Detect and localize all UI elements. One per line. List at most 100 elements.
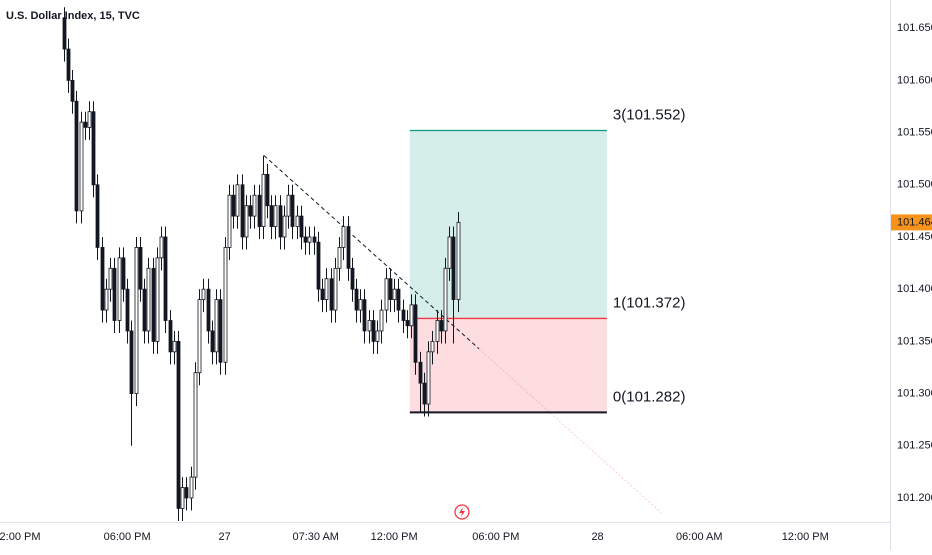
candle-body <box>409 304 414 327</box>
candle-body <box>146 267 151 332</box>
candle-body <box>100 247 105 311</box>
events-icon[interactable] <box>454 504 470 520</box>
candle-body <box>341 226 346 248</box>
x-tick-label: 12:00 PM <box>782 531 829 543</box>
y-tick-label: 101.550 <box>897 126 932 138</box>
candle-body <box>176 340 181 509</box>
candle-body <box>299 215 304 238</box>
candle-body <box>354 288 359 311</box>
candle-body <box>269 205 274 227</box>
candle-body <box>439 320 444 332</box>
candle-body <box>358 299 363 311</box>
x-tick-label: 12:00 PM <box>0 531 40 543</box>
candle-body <box>362 299 367 332</box>
candle-body <box>295 215 300 227</box>
candle-body <box>337 247 342 269</box>
candle-body <box>401 309 406 321</box>
candle-body <box>214 299 219 353</box>
candle-body <box>180 487 185 509</box>
candle-body <box>197 299 202 374</box>
last-price-label: 101.464 <box>897 216 932 228</box>
candle-body <box>346 226 351 269</box>
candle-body <box>184 487 189 499</box>
candle-body <box>95 184 100 248</box>
candle-body <box>426 351 431 405</box>
candle-body <box>329 278 334 311</box>
candle-body <box>201 288 206 301</box>
candle-body <box>307 236 312 243</box>
y-tick-label: 101.400 <box>897 283 932 295</box>
candle-body <box>286 194 291 217</box>
x-tick-label: 27 <box>218 531 230 543</box>
candle-body <box>129 330 134 394</box>
candle-body <box>155 257 160 342</box>
last-price-badge <box>891 214 932 231</box>
candle-body <box>83 121 88 128</box>
candle-body <box>278 205 283 238</box>
y-tick-label: 101.650 <box>897 22 932 34</box>
candle-body <box>388 278 393 301</box>
event-circle[interactable] <box>454 504 470 520</box>
candle-body <box>117 257 122 321</box>
position-level-label: 1(101.372) <box>613 294 686 311</box>
candle-body <box>273 205 278 227</box>
candle-body <box>413 304 418 363</box>
candle-body <box>151 267 156 342</box>
candle-body <box>435 320 440 342</box>
candle-body <box>248 205 253 217</box>
candle-body <box>379 309 384 332</box>
y-tick-label: 101.350 <box>897 335 932 347</box>
candle-body <box>333 267 338 311</box>
candle-body <box>231 194 236 217</box>
y-tick-label: 101.600 <box>897 74 932 86</box>
candle-body <box>74 100 79 212</box>
candle-body <box>223 247 228 363</box>
candle-body <box>218 299 223 363</box>
x-tick-label: 28 <box>591 531 603 543</box>
candle-body <box>206 288 211 332</box>
candle-body <box>62 17 67 50</box>
candle-body <box>172 340 177 353</box>
position-level-label: 3(101.552) <box>613 106 686 123</box>
candle-body <box>112 267 117 321</box>
candle-body <box>367 320 372 332</box>
y-tick-label: 101.450 <box>897 231 932 243</box>
candle-body <box>235 184 240 217</box>
x-tick-label: 06:00 PM <box>472 531 519 543</box>
candle-body <box>261 173 266 227</box>
candle-body <box>134 247 139 394</box>
x-tick-label: 06:00 AM <box>676 531 722 543</box>
event-bolt[interactable] <box>459 507 465 517</box>
candle-body <box>375 330 380 342</box>
candle-body <box>316 241 321 290</box>
candle-body <box>227 194 232 248</box>
target-zone <box>409 130 607 319</box>
y-tick-label: 101.500 <box>897 179 932 191</box>
chart-title: U.S. Dollar Index, 15, TVC <box>6 10 140 22</box>
candle-body <box>392 288 397 301</box>
candle-body <box>121 257 126 290</box>
trendline-extension <box>478 348 662 514</box>
y-tick-label: 101.300 <box>897 387 932 399</box>
candle-body <box>396 288 401 311</box>
candle-body <box>240 184 245 238</box>
candle-body <box>66 48 71 81</box>
candle-body <box>252 194 257 217</box>
candle-body <box>108 267 113 290</box>
candle-body <box>163 236 168 321</box>
x-tick-label: 12:00 PM <box>371 531 418 543</box>
candle-body <box>405 320 410 327</box>
candle-body <box>418 361 423 384</box>
candle-body <box>193 372 198 478</box>
position-level-label: 0(101.282) <box>613 388 686 405</box>
candle-body <box>142 288 147 332</box>
candle-body <box>384 278 389 311</box>
candle-body <box>324 278 329 301</box>
candle-body <box>87 111 92 128</box>
candle-body <box>430 340 435 353</box>
candle-body <box>189 476 194 499</box>
candle-body <box>456 221 461 301</box>
candle-body <box>290 194 295 227</box>
